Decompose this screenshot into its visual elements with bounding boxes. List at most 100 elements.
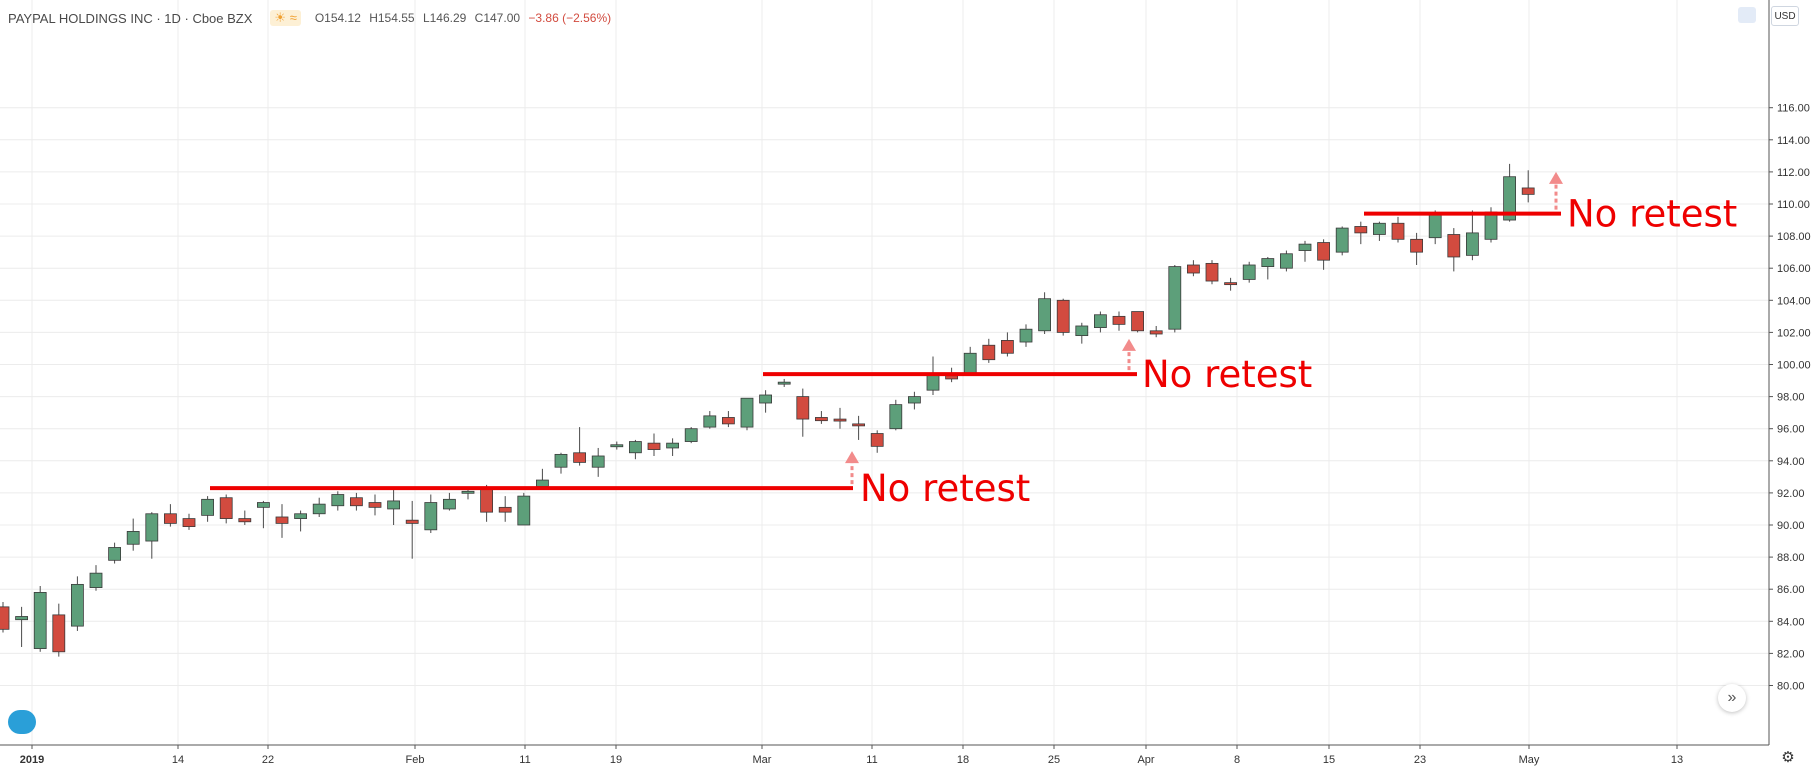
x-tick-label: 13 <box>1671 754 1683 766</box>
candle <box>33 585 47 652</box>
candle <box>182 513 196 530</box>
symbol-header: PAYPAL HOLDINGS INC · 1D · Cboe BZX ☀ ≈ … <box>8 9 616 27</box>
candle-body <box>1280 253 1293 269</box>
candle <box>1075 322 1089 344</box>
y-tick-label: 92.00 <box>1777 488 1805 500</box>
candle-body <box>238 518 252 523</box>
candle <box>815 411 828 424</box>
candle-body <box>15 616 29 621</box>
arrow-up-icon <box>1122 338 1136 351</box>
candle-body <box>480 487 494 513</box>
candle <box>759 390 772 413</box>
candle-body <box>740 397 754 428</box>
candle-body <box>219 497 233 519</box>
candle-body <box>1410 238 1423 253</box>
candle <box>666 438 679 456</box>
y-tick-label: 98.00 <box>1777 392 1805 404</box>
candle <box>889 399 903 431</box>
candle-body <box>1503 176 1516 221</box>
candle <box>349 492 363 511</box>
gear-icon[interactable]: ⚙ <box>1781 749 1795 766</box>
scroll-to-realtime-button[interactable]: » <box>1718 684 1746 712</box>
candle-body <box>294 513 308 519</box>
candle <box>219 494 233 524</box>
candle <box>15 606 29 647</box>
candle-body <box>0 606 10 630</box>
candle-body <box>536 479 549 487</box>
candle <box>275 504 289 538</box>
candle <box>1056 298 1070 336</box>
symbol-title[interactable]: PAYPAL HOLDINGS INC · 1D · Cboe BZX <box>8 10 253 26</box>
candle <box>1503 163 1516 222</box>
x-tick-label: Feb <box>406 754 425 766</box>
arrow-up-icon <box>1549 171 1563 184</box>
candle <box>1373 221 1386 241</box>
candle-body <box>1075 325 1089 337</box>
annotation-label: No retest <box>1142 353 1312 396</box>
candle-body <box>275 516 289 524</box>
tradingview-logo-icon[interactable] <box>8 710 36 734</box>
candle <box>777 378 791 387</box>
candle-body <box>461 490 475 494</box>
chart-grid <box>0 0 1769 745</box>
candle-body <box>908 396 921 404</box>
x-tick-label: 14 <box>172 754 184 766</box>
candle-body <box>1224 282 1237 286</box>
candle-body <box>1354 226 1368 234</box>
x-tick-label: 11 <box>866 754 877 766</box>
collapse-toolbar-button[interactable] <box>1738 7 1756 23</box>
candle-body <box>591 455 605 468</box>
candle-body <box>405 519 419 524</box>
candle <box>238 510 252 525</box>
candle <box>573 427 586 466</box>
low-value: L146.29 <box>422 11 467 25</box>
candle-body <box>796 396 810 420</box>
candle <box>870 430 884 453</box>
y-tick-label: 86.00 <box>1777 584 1805 596</box>
candle <box>1261 256 1275 280</box>
candle <box>647 433 661 456</box>
candle-body <box>759 394 772 404</box>
candles-layer <box>0 163 1535 657</box>
x-tick-label: Mar <box>753 754 772 766</box>
arrow-up-icon <box>845 451 859 464</box>
market-status-icon[interactable]: ☀ ≈ <box>270 10 301 26</box>
candle <box>591 447 605 477</box>
candle-body <box>554 453 568 468</box>
candle <box>1354 221 1368 245</box>
candle-body <box>1094 314 1107 328</box>
candle <box>108 542 121 564</box>
y-tick-label: 94.00 <box>1777 456 1805 468</box>
candle-body <box>852 423 865 427</box>
candle-body <box>666 442 679 449</box>
candle-body <box>1373 222 1386 235</box>
candle-body <box>145 513 159 542</box>
candle <box>424 494 438 534</box>
candle-body <box>1521 187 1535 195</box>
candle <box>387 489 401 525</box>
close-value: C147.00 <box>474 11 521 25</box>
candle <box>1019 324 1033 347</box>
candle <box>703 411 717 429</box>
x-tick-label: 18 <box>957 754 969 766</box>
currency-badge[interactable]: USD <box>1771 6 1799 26</box>
candle-body <box>1391 222 1405 240</box>
candle <box>1001 332 1014 357</box>
candle <box>1168 264 1182 333</box>
candle <box>163 504 177 527</box>
candle <box>1224 277 1237 291</box>
candle <box>684 427 698 444</box>
candle-body <box>517 495 531 526</box>
candle-body <box>1038 298 1051 332</box>
candle-body <box>1242 264 1256 280</box>
candle <box>1038 292 1051 335</box>
candle <box>629 439 642 460</box>
chevron-right-icon: » <box>1727 689 1737 706</box>
y-tick-label: 80.00 <box>1777 681 1805 693</box>
candle <box>982 338 996 363</box>
candle-body <box>1019 328 1033 343</box>
candle-body <box>610 444 624 448</box>
candle-body <box>1466 232 1479 256</box>
candle <box>126 518 140 551</box>
